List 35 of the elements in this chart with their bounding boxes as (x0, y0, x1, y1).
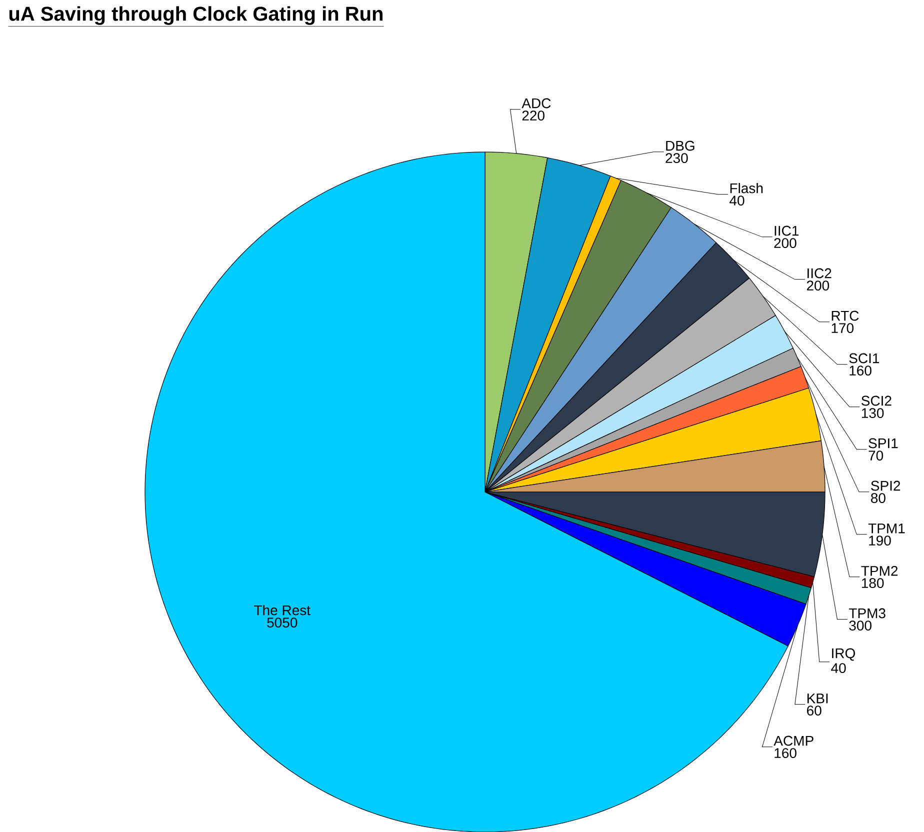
slice-label: Flash (730, 182, 763, 194)
data-label: 130 (862, 408, 884, 418)
data-label: 180 (862, 578, 884, 588)
data-label: 70 (868, 450, 884, 460)
slice-label: IIC1 (774, 226, 799, 236)
slice-label: RTC (832, 310, 859, 321)
data-label: 200 (806, 280, 830, 290)
data-label: 170 (832, 322, 854, 333)
slice-label: ACMP (774, 736, 814, 746)
slice-label: SPI1 (868, 438, 898, 448)
slice-label: IIC2 (808, 268, 832, 278)
chart-title: uA Saving through Clock Gating in Run (9, 6, 383, 25)
slice-label: TPM1 (868, 523, 905, 534)
slice-label: The Rest (254, 604, 310, 616)
slice-label: ADC (522, 98, 551, 108)
slice-label: TPM3 (848, 608, 886, 618)
data-label: 5050 (267, 617, 298, 628)
data-label: 60 (807, 705, 822, 716)
data-label: 160 (850, 365, 872, 376)
data-label: 40 (730, 195, 744, 206)
data-label: 160 (774, 748, 796, 758)
data-label: 200 (774, 238, 796, 248)
data-label: 220 (522, 110, 544, 120)
data-label: 190 (869, 535, 891, 546)
slice-label: KBI (807, 693, 828, 704)
data-label: 80 (871, 492, 886, 503)
slice-label: IRQ (832, 648, 856, 661)
data-label: 230 (666, 152, 688, 163)
slice-label: SPI2 (871, 480, 900, 491)
slice-label: TPM2 (861, 566, 898, 576)
data-label: 300 (849, 620, 872, 630)
slice-label: DBG (666, 140, 694, 151)
slice-label: SCI1 (849, 353, 880, 364)
slice-label: SCI2 (862, 396, 892, 406)
data-label: 40 (831, 662, 846, 673)
